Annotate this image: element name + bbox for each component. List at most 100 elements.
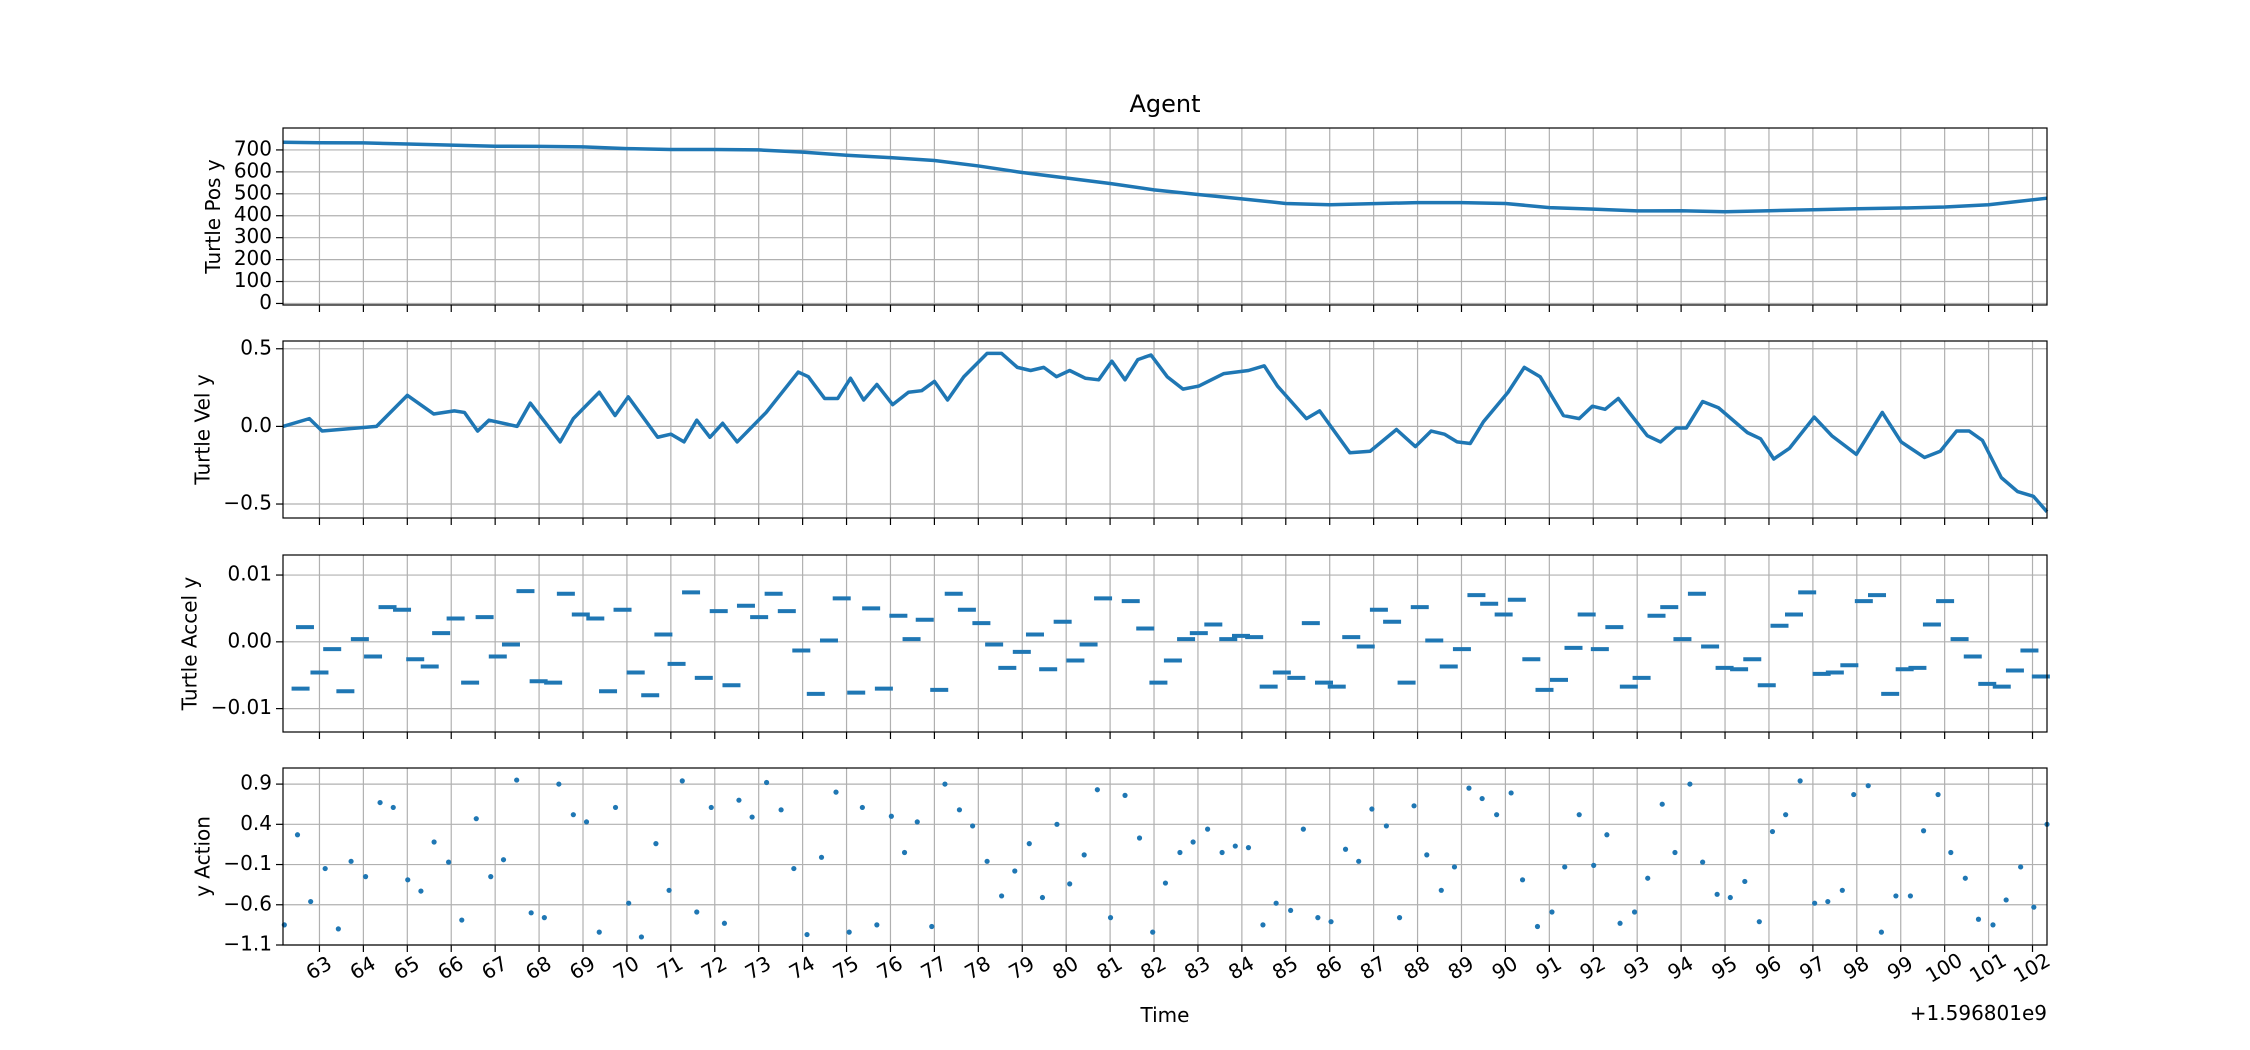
data-point xyxy=(1081,852,1087,858)
data-point xyxy=(445,859,452,865)
x-tick-label: 87 xyxy=(1356,951,1390,985)
data-point xyxy=(556,781,562,787)
y-tick-label: 100 xyxy=(234,268,272,292)
data-point xyxy=(1190,839,1196,845)
x-tick-label: 100 xyxy=(1921,948,1966,988)
data-point xyxy=(1839,887,1845,893)
data-point xyxy=(1645,875,1651,881)
x-tick-label: 101 xyxy=(1965,948,2010,988)
x-tick-label: 66 xyxy=(433,951,467,985)
data-point xyxy=(1878,929,1885,935)
data-point xyxy=(708,804,714,811)
data-point xyxy=(984,858,990,864)
y-tick-label: 700 xyxy=(234,136,272,160)
data-point xyxy=(1232,843,1238,849)
data-point xyxy=(1576,812,1582,818)
data-point xyxy=(322,865,328,872)
x-tick-label: 69 xyxy=(565,951,599,985)
data-point xyxy=(1948,849,1954,856)
x-tick-label: 65 xyxy=(390,951,424,985)
data-point xyxy=(2003,897,2009,903)
x-tick-label: 93 xyxy=(1619,951,1653,985)
data-point xyxy=(1383,823,1389,829)
data-point xyxy=(362,874,369,880)
data-point xyxy=(1369,806,1375,812)
data-point xyxy=(1396,915,1403,921)
data-point xyxy=(1920,828,1927,834)
y-tick-label: 0.00 xyxy=(227,628,272,652)
data-point xyxy=(1494,812,1500,818)
x-tick-label: 63 xyxy=(302,951,336,985)
data-point xyxy=(638,934,645,940)
data-point xyxy=(348,858,354,864)
x-axis-label: Time xyxy=(1140,1003,1190,1027)
data-point xyxy=(749,814,755,820)
data-point xyxy=(970,823,976,829)
x-tick-label: 73 xyxy=(741,951,775,985)
data-point xyxy=(1150,929,1156,935)
data-point xyxy=(1769,828,1776,835)
y-tick-label: −0.5 xyxy=(223,491,272,515)
data-point xyxy=(377,799,383,806)
data-point xyxy=(1356,858,1362,864)
data-point xyxy=(833,789,839,795)
data-point xyxy=(859,804,865,811)
data-point xyxy=(1122,792,1128,798)
x-tick-label: 75 xyxy=(829,951,863,985)
x-tick-label: 74 xyxy=(785,951,819,985)
data-point xyxy=(2031,904,2037,910)
x-tick-label: 78 xyxy=(961,951,995,985)
data-point xyxy=(626,900,632,906)
data-point xyxy=(1012,868,1018,874)
y-tick-label: 0 xyxy=(259,290,272,314)
y-tick-label: 600 xyxy=(234,158,272,182)
data-point xyxy=(2018,864,2024,870)
chart-title: Agent xyxy=(1129,90,1200,118)
data-point xyxy=(1783,812,1789,818)
data-point xyxy=(1893,893,1899,899)
data-point xyxy=(1054,821,1060,827)
data-point xyxy=(818,854,825,860)
data-point xyxy=(1975,916,1982,922)
data-point xyxy=(778,807,784,813)
x-tick-label: 96 xyxy=(1751,951,1785,985)
data-point xyxy=(488,874,494,880)
y-axis-label: Turtle Vel y xyxy=(190,374,214,485)
data-point xyxy=(764,779,770,786)
data-point xyxy=(666,887,672,893)
data-point xyxy=(1562,864,1568,870)
data-point xyxy=(459,917,465,923)
data-point xyxy=(1851,791,1857,798)
data-point xyxy=(431,839,437,845)
data-point xyxy=(804,931,810,938)
data-point xyxy=(1617,920,1623,926)
data-point xyxy=(1328,919,1334,925)
data-point xyxy=(1534,923,1541,930)
x-tick-label: 102 xyxy=(2009,948,2054,988)
data-point xyxy=(694,909,700,915)
data-point xyxy=(514,777,520,783)
data-point xyxy=(1797,778,1803,784)
data-point xyxy=(1177,849,1183,856)
data-point xyxy=(846,929,852,935)
data-point xyxy=(1549,909,1555,915)
x-tick-label: 72 xyxy=(697,951,731,985)
data-point xyxy=(1727,894,1733,901)
data-point xyxy=(1162,880,1169,886)
data-point xyxy=(1424,852,1430,858)
data-point xyxy=(874,922,880,928)
x-tick-label: 76 xyxy=(873,951,907,985)
data-point xyxy=(612,804,619,811)
data-point xyxy=(1136,835,1143,841)
x-tick-label: 70 xyxy=(609,951,643,985)
x-tick-label: 88 xyxy=(1400,951,1434,985)
x-tick-label: 86 xyxy=(1312,951,1346,985)
data-point xyxy=(679,778,685,784)
data-point xyxy=(1604,832,1610,838)
data-point xyxy=(914,819,920,825)
data-point xyxy=(1962,875,1968,881)
y-tick-label: 0.0 xyxy=(240,413,272,437)
data-point xyxy=(1687,781,1693,787)
data-point xyxy=(1990,922,1996,928)
